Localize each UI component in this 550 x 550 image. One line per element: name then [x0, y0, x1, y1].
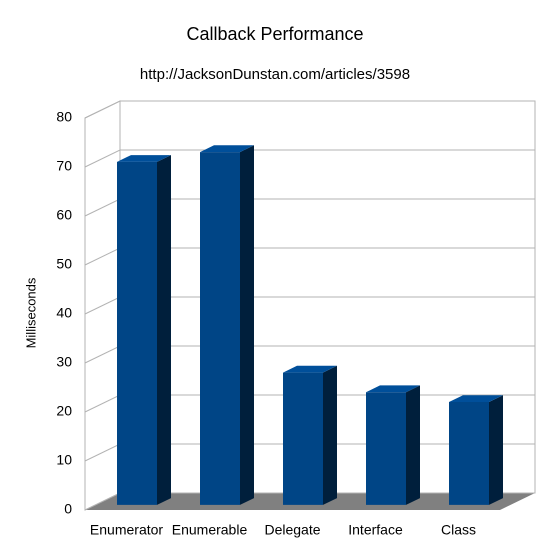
- x-tick-label: Delegate: [264, 522, 320, 538]
- bar-face: [366, 385, 420, 393]
- bar-face: [283, 372, 323, 505]
- bar-face: [283, 365, 337, 373]
- y-tick-label: 80: [56, 109, 72, 125]
- x-tick-label: Enumerator: [90, 522, 163, 538]
- y-tick-label: 10: [56, 452, 72, 468]
- y-tick-label: 60: [56, 207, 72, 223]
- x-tick-label: Enumerable: [172, 522, 248, 538]
- bar-face: [406, 385, 420, 505]
- bar-face: [157, 155, 171, 505]
- bar: [449, 395, 503, 505]
- x-tick-label: Interface: [348, 522, 403, 538]
- bar-face: [366, 392, 406, 505]
- bar-face: [449, 402, 489, 505]
- bar-face: [240, 145, 254, 505]
- y-tick-label: 40: [56, 305, 72, 321]
- x-tick-label: Class: [441, 522, 476, 538]
- bar: [200, 145, 254, 505]
- y-axis-label: Milliseconds: [23, 277, 38, 348]
- y-tick-label: 0: [64, 501, 72, 517]
- bar-face: [489, 395, 503, 505]
- y-tick-label: 70: [56, 158, 72, 174]
- grid-line: [84, 100, 535, 119]
- grid-line: [84, 149, 535, 168]
- chart-subtitle: http://JacksonDunstan.com/articles/3598: [140, 66, 410, 83]
- bar-face: [117, 161, 157, 505]
- bar-face: [200, 145, 254, 153]
- y-tick-label: 30: [56, 354, 72, 370]
- y-tick-label: 50: [56, 256, 72, 272]
- bar-face: [323, 365, 337, 505]
- bar-face: [449, 395, 503, 402]
- chart-title: Callback Performance: [186, 24, 363, 44]
- bar-face: [117, 155, 171, 162]
- bar: [283, 365, 337, 505]
- bar: [366, 385, 420, 505]
- bar: [117, 155, 171, 505]
- bar-face: [200, 152, 240, 505]
- y-tick-label: 20: [56, 403, 72, 419]
